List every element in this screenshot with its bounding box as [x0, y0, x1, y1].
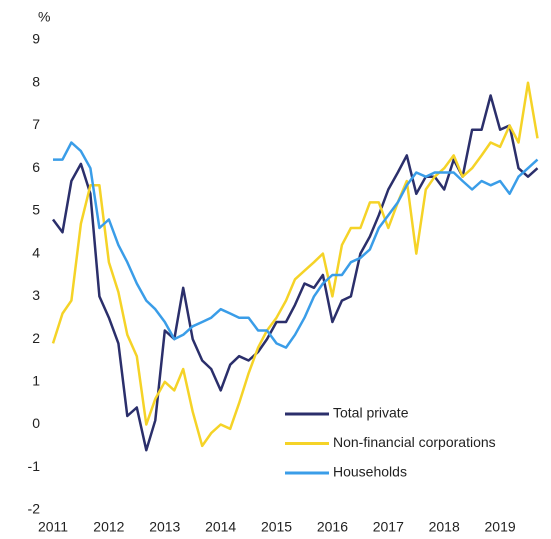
- x-tick-label: 2011: [38, 519, 68, 535]
- y-tick-label: 4: [32, 244, 40, 260]
- y-tick-label: 7: [32, 116, 40, 132]
- y-tick-label: 8: [32, 73, 40, 89]
- y-tick-label: 5: [32, 202, 40, 218]
- x-tick-label: 2014: [205, 519, 236, 535]
- y-tick-label: 9: [32, 31, 40, 47]
- x-tick-label: 2012: [93, 519, 124, 535]
- x-tick-label: 2019: [485, 519, 516, 535]
- x-tick-label: 2015: [261, 519, 292, 535]
- series-line: [53, 141, 539, 349]
- y-tick-label: 6: [32, 159, 40, 175]
- x-tick-label: 2017: [373, 519, 404, 535]
- series-line: [51, 81, 539, 448]
- y-tick-label: -2: [28, 501, 41, 517]
- legend-label: Households: [333, 464, 407, 480]
- series-line: [51, 94, 539, 452]
- x-tick-label: 2013: [149, 519, 180, 535]
- y-tick-label: 3: [32, 287, 40, 303]
- y-tick-label: 1: [32, 373, 40, 389]
- y-tick-label: -1: [28, 458, 41, 474]
- legend-label: Total private: [333, 405, 409, 421]
- y-tick-label: 0: [32, 415, 40, 431]
- x-tick-label: 2016: [317, 519, 348, 535]
- x-tick-label: 2018: [429, 519, 460, 535]
- y-axis-label: %: [38, 9, 50, 25]
- legend-label: Non-financial corporations: [333, 434, 496, 450]
- y-tick-label: 2: [32, 330, 40, 346]
